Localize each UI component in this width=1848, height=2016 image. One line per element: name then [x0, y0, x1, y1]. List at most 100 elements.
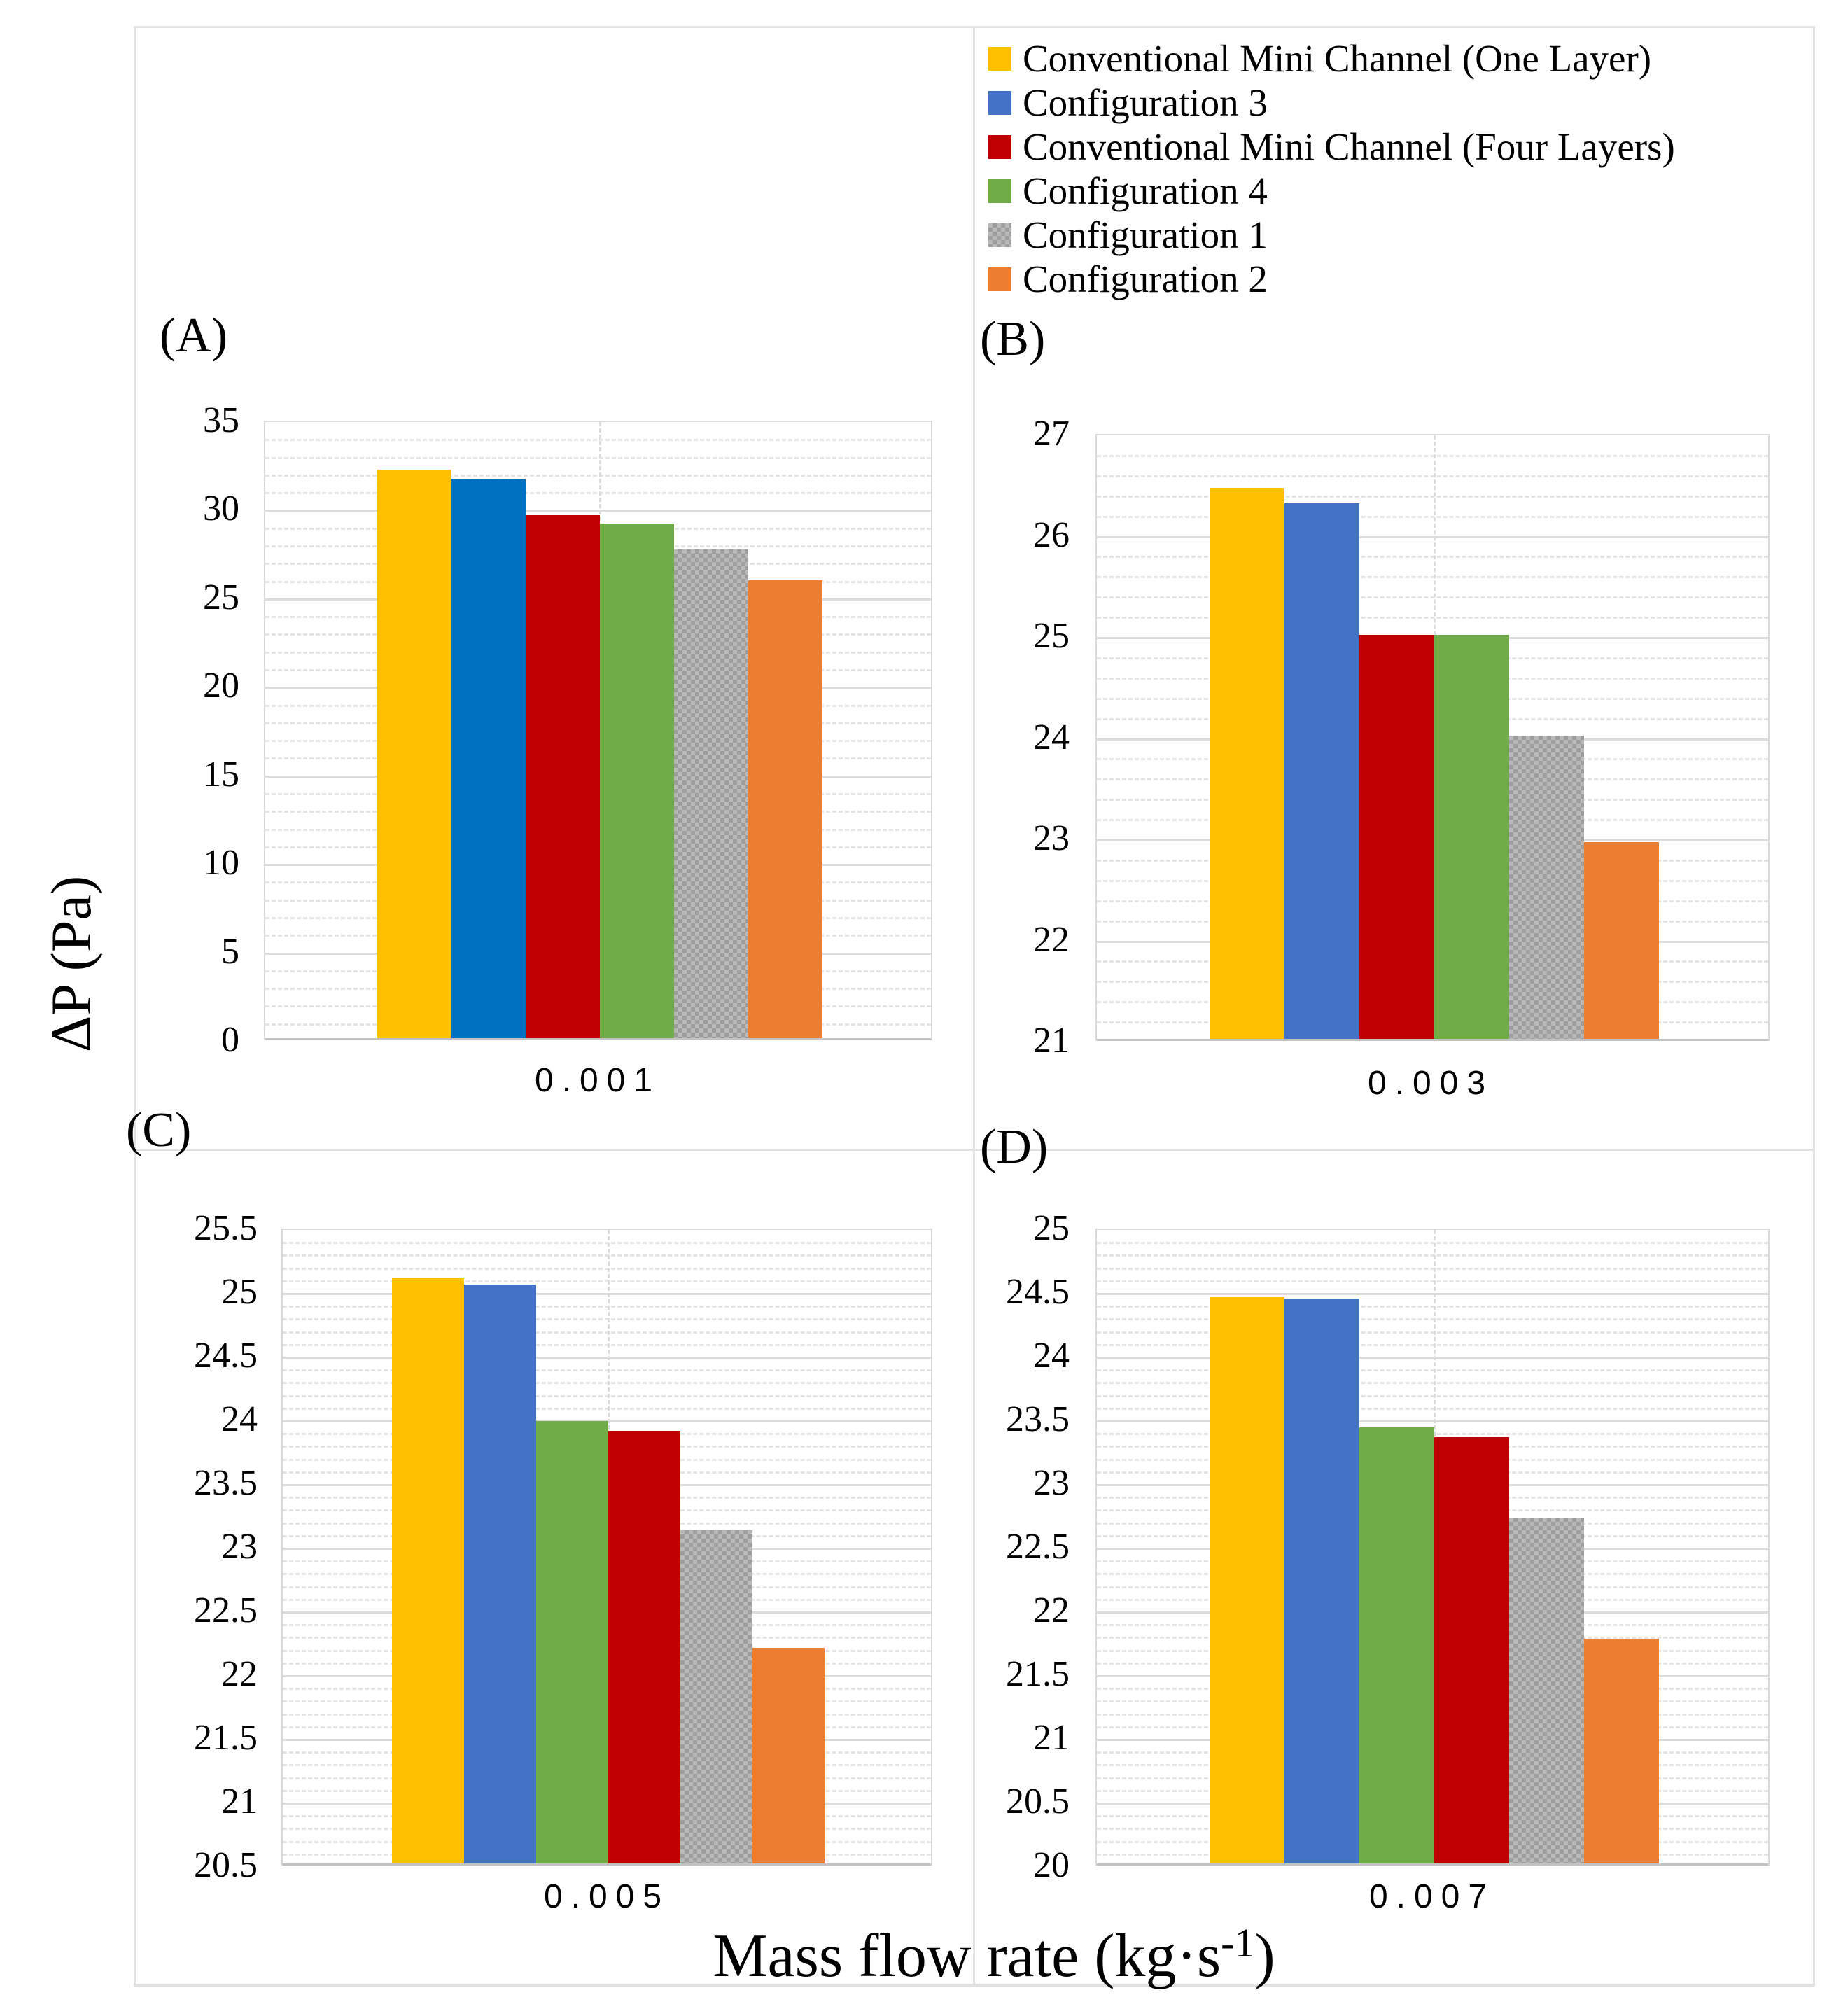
minor-gridline [283, 1318, 931, 1321]
y-tick-label: 26 [1033, 514, 1070, 555]
y-tick-label: 5 [221, 931, 239, 972]
y-tick-label: 27 [1033, 414, 1070, 454]
bar-configuration-4 [1434, 635, 1509, 1040]
minor-gridline [1097, 1382, 1768, 1385]
y-tick-label: 22 [1033, 919, 1070, 960]
major-gridline [1097, 1357, 1768, 1359]
y-tick-label: 22.5 [1006, 1527, 1070, 1567]
legend-item: Conventional Mini Channel (Four Layers) [988, 125, 1814, 169]
x-axis-title: Mass flow rate (kg·s-1) [713, 1919, 1275, 1991]
major-gridline [1097, 536, 1768, 538]
bar-configuration-2 [1584, 842, 1659, 1040]
y-tick-label: 22 [221, 1654, 258, 1694]
bar-configuration-4 [600, 524, 674, 1039]
panel-divider-vertical [973, 26, 975, 1987]
legend-item-label: Configuration 4 [1023, 169, 1268, 212]
bar-conventional-mini-channel-four-layers [608, 1431, 680, 1864]
legend-swatch-icon [988, 267, 1011, 291]
minor-gridline [1097, 515, 1768, 518]
bar-configuration-4 [536, 1421, 608, 1864]
legend-item: Configuration 1 [988, 213, 1814, 257]
legend-item: Configuration 4 [988, 169, 1814, 213]
panel-label-b: (B) [980, 312, 1046, 366]
x-axis-line [283, 1863, 931, 1865]
x-axis-line [1097, 1863, 1768, 1865]
bar-configuration-2 [1584, 1639, 1659, 1864]
bar-conventional-mini-channel-one-layer [392, 1278, 464, 1864]
panel-divider-horizontal [134, 1149, 1815, 1151]
minor-gridline [283, 1343, 931, 1346]
bar-conventional-mini-channel-four-layers [1434, 1437, 1509, 1864]
major-gridline [283, 1293, 931, 1295]
legend-item: Configuration 3 [988, 80, 1814, 125]
bar-conventional-mini-channel-one-layer [1210, 1297, 1284, 1864]
y-tick-label: 24 [1033, 1336, 1070, 1376]
minor-gridline [265, 439, 931, 442]
minor-gridline [1097, 596, 1768, 599]
x-category-label-b: 0.003 [1367, 1065, 1494, 1102]
legend-swatch-icon [988, 223, 1011, 247]
y-tick-label: 0 [221, 1020, 239, 1060]
minor-gridline [1097, 617, 1768, 620]
minor-gridline [1097, 454, 1768, 457]
minor-gridline [1097, 1369, 1768, 1372]
minor-gridline [283, 1280, 931, 1282]
legend-swatch-icon [988, 90, 1011, 115]
y-tick-label: 24.5 [194, 1336, 258, 1376]
y-tick-label: 21.5 [194, 1718, 258, 1758]
y-tick-label: 23.5 [1006, 1399, 1070, 1439]
minor-gridline [1097, 1267, 1768, 1270]
x-axis-line [1097, 1039, 1768, 1041]
bar-configuration-3 [451, 479, 526, 1039]
y-tick-label: 23.5 [194, 1463, 258, 1503]
plot-area-a [264, 421, 932, 1040]
minor-gridline [283, 1407, 931, 1410]
y-tick-label: 23 [1033, 818, 1070, 858]
major-gridline [283, 1357, 931, 1359]
y-tick-label: 24 [1033, 717, 1070, 757]
plot-area-d [1096, 1228, 1770, 1865]
legend-item-label: Configuration 2 [1023, 257, 1268, 300]
legend-item: Conventional Mini Channel (One Layer) [988, 36, 1814, 80]
x-axis-title-main: Mass flow rate (kg·s [713, 1922, 1222, 1990]
legend-item-label: Configuration 1 [1023, 213, 1268, 256]
y-tick-label: 10 [203, 843, 239, 883]
bar-configuration-2 [752, 1648, 825, 1864]
bar-conventional-mini-channel-one-layer [377, 470, 451, 1039]
panel-label-a: (A) [160, 309, 228, 363]
minor-gridline [1097, 1254, 1768, 1257]
x-axis-title-close: ) [1254, 1922, 1275, 1990]
y-tick-label: 15 [203, 754, 239, 794]
bar-configuration-3 [1284, 1298, 1359, 1864]
minor-gridline [1097, 1407, 1768, 1410]
y-tick-label: 20.5 [194, 1845, 258, 1885]
legend-swatch-icon [988, 46, 1011, 71]
bar-conventional-mini-channel-one-layer [1210, 488, 1284, 1040]
major-gridline [1097, 1420, 1768, 1422]
minor-gridline [283, 1267, 931, 1270]
minor-gridline [1097, 1242, 1768, 1245]
minor-gridline [283, 1331, 931, 1334]
minor-gridline [265, 474, 931, 477]
x-axis-line [265, 1038, 931, 1040]
major-gridline [265, 510, 931, 512]
bar-configuration-1 [674, 550, 748, 1039]
y-tick-label: 25 [221, 1272, 258, 1312]
bar-conventional-mini-channel-four-layers [1359, 635, 1434, 1040]
major-gridline [1097, 1293, 1768, 1295]
minor-gridline [283, 1369, 931, 1372]
minor-gridline [1097, 495, 1768, 498]
minor-gridline [265, 492, 931, 495]
minor-gridline [1097, 1318, 1768, 1321]
x-category-label-d: 0.007 [1368, 1878, 1496, 1915]
y-tick-label: 23 [221, 1527, 258, 1567]
panel-label-c: (C) [126, 1103, 192, 1157]
plot-area-c [281, 1228, 932, 1865]
bar-configuration-3 [464, 1284, 536, 1864]
minor-gridline [265, 456, 931, 459]
legend-item-label: Configuration 3 [1023, 80, 1268, 124]
y-tick-label: 21 [1033, 1021, 1070, 1060]
bar-conventional-mini-channel-four-layers [526, 515, 600, 1039]
legend-swatch-icon [988, 134, 1011, 159]
